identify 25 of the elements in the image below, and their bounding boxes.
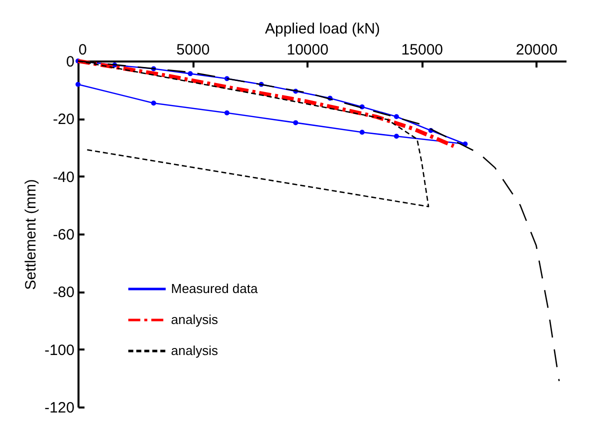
- y-tick-label: -80: [52, 284, 74, 302]
- y-tick-label: -20: [52, 111, 74, 128]
- point: [151, 100, 156, 106]
- legend-label: analysis: [171, 343, 218, 358]
- legend-label: analysis: [171, 312, 218, 327]
- point: [224, 110, 230, 116]
- point: [394, 134, 399, 139]
- y-tick-label: -60: [52, 226, 74, 244]
- x-tick-label: 5000: [176, 42, 210, 58]
- x-tick-label: 10000: [286, 42, 328, 58]
- y-axis-title: Settlement (mm): [22, 179, 40, 290]
- point: [293, 120, 298, 126]
- point: [360, 130, 365, 135]
- y-tick-label: -120: [44, 400, 74, 416]
- y-tick-label: -40: [52, 168, 74, 186]
- legend-label: Measured data: [171, 281, 258, 296]
- y-tick-label: -100: [44, 342, 74, 359]
- point: [188, 71, 193, 76]
- point: [76, 82, 80, 87]
- y-tick-label: 0: [66, 54, 74, 70]
- point: [394, 114, 399, 120]
- x-axis-title: Applied load (kN): [264, 20, 380, 38]
- x-tick-label: 15000: [401, 42, 444, 58]
- x-tick-label: 0: [78, 42, 87, 58]
- x-tick-label: 20000: [516, 42, 558, 58]
